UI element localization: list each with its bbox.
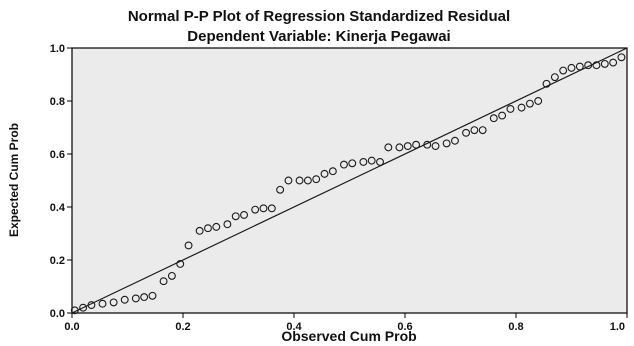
- data-point: [159, 277, 168, 286]
- data-point: [231, 212, 240, 221]
- data-point: [348, 159, 357, 168]
- y-axis: 0.0 0.2 0.4 0.6 0.8 1.0: [50, 43, 72, 320]
- data-point: [462, 128, 470, 137]
- data-point: [98, 299, 107, 308]
- data-point: [584, 61, 593, 70]
- data-point: [223, 220, 232, 229]
- y-tick-label: 1.0: [50, 43, 65, 55]
- x-axis: 0.0 0.2 0.4 0.6 0.8 1.0: [64, 313, 628, 333]
- data-point: [167, 271, 176, 280]
- data-point: [384, 143, 393, 152]
- data-point: [506, 104, 515, 113]
- y-tick-label: 0.8: [50, 96, 65, 108]
- data-point: [284, 176, 293, 185]
- data-point: [109, 298, 118, 307]
- data-point: [140, 293, 149, 302]
- data-point: [534, 97, 543, 105]
- data-point: [403, 142, 412, 151]
- data-point: [295, 176, 304, 185]
- data-point: [470, 126, 479, 135]
- data-point: [567, 63, 576, 72]
- data-point: [600, 59, 609, 68]
- data-point: [148, 291, 157, 300]
- data-point: [395, 143, 404, 152]
- data-point: [423, 140, 432, 149]
- data-point: [376, 158, 384, 166]
- chart-subtitle: Dependent Variable: Kinerja Pegawai: [187, 28, 450, 45]
- data-point: [451, 136, 459, 145]
- data-points: [70, 53, 626, 315]
- y-tick-label: 0.6: [50, 149, 65, 161]
- data-point: [70, 306, 79, 315]
- data-point: [412, 140, 421, 149]
- data-point: [498, 111, 507, 120]
- data-point: [367, 156, 376, 165]
- x-tick-label: 0.2: [175, 321, 190, 333]
- data-point: [489, 114, 498, 123]
- y-tick-label: 0.4: [50, 202, 66, 214]
- data-point: [478, 126, 487, 135]
- data-point: [131, 294, 140, 303]
- data-point: [176, 260, 185, 268]
- x-tick-label: 0.8: [508, 321, 523, 333]
- data-point: [559, 66, 568, 75]
- data-point: [575, 62, 584, 71]
- data-point: [120, 295, 129, 304]
- y-tick-label: 0.2: [50, 255, 65, 267]
- x-axis-label: Observed Cum Prob: [281, 328, 416, 344]
- data-point: [320, 169, 329, 178]
- y-tick-label: 0.0: [50, 308, 65, 320]
- data-point: [212, 222, 221, 231]
- data-point: [303, 176, 312, 185]
- data-point: [240, 211, 249, 219]
- data-point: [312, 175, 321, 184]
- data-point: [195, 226, 204, 235]
- data-point: [431, 142, 440, 151]
- data-point: [328, 167, 337, 176]
- x-tick-label: 0.6: [397, 321, 412, 333]
- data-point: [340, 160, 348, 169]
- x-tick-label: 0.4: [286, 321, 302, 333]
- data-point: [517, 103, 526, 112]
- data-point: [184, 241, 193, 250]
- x-tick-label: 0.0: [64, 321, 79, 333]
- data-point: [259, 204, 268, 213]
- data-point: [276, 185, 285, 194]
- x-tick-label: 1.0: [610, 321, 625, 333]
- data-point: [609, 58, 618, 67]
- data-point: [204, 224, 212, 233]
- data-point: [87, 301, 96, 309]
- data-point: [617, 53, 626, 62]
- reference-line: [71, 47, 628, 314]
- chart-title: Normal P-P Plot of Regression Standardiz…: [128, 8, 510, 25]
- data-point: [525, 99, 534, 108]
- data-point: [542, 79, 551, 88]
- data-point: [251, 205, 260, 214]
- data-point: [442, 139, 451, 148]
- data-point: [79, 303, 88, 312]
- data-point: [359, 158, 368, 166]
- data-point: [550, 73, 559, 82]
- y-axis-label: Expected Cum Prob: [7, 123, 21, 237]
- data-point: [592, 61, 601, 70]
- data-point: [267, 204, 276, 213]
